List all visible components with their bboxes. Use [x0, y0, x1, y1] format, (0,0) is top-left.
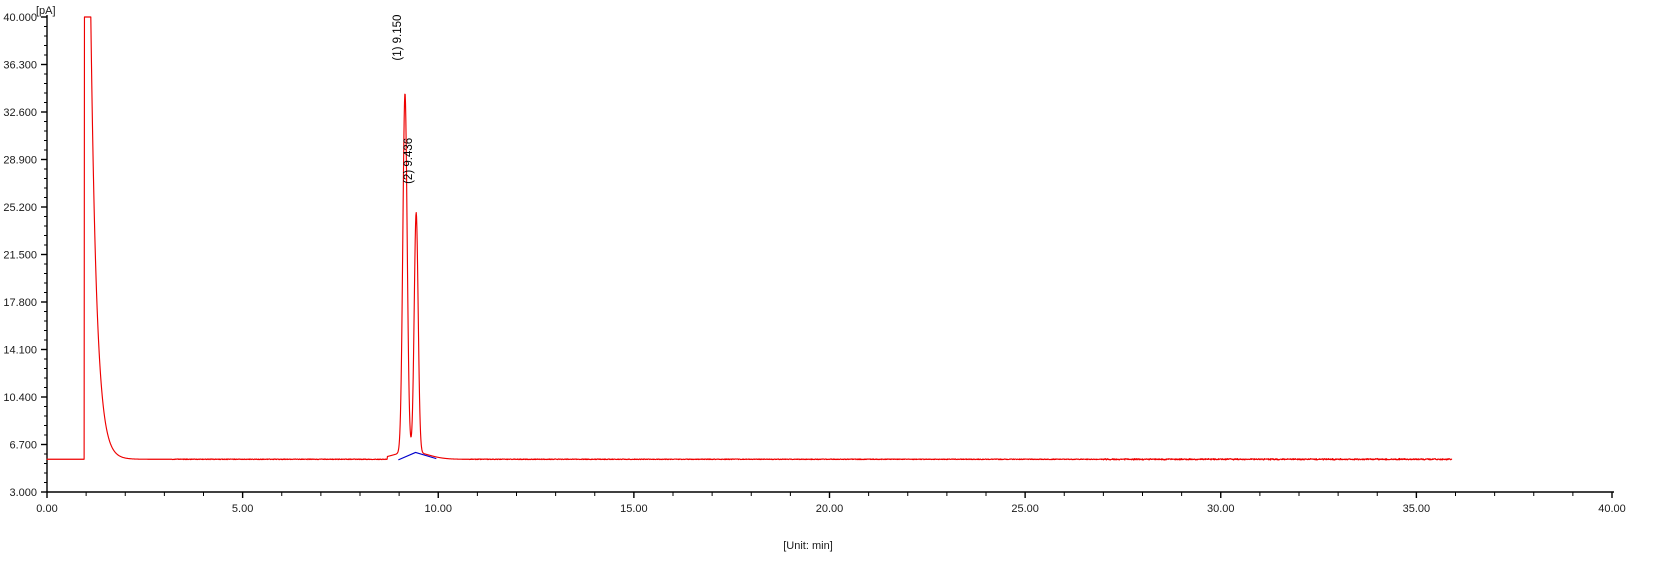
x-tick-label: 25.00 — [1011, 503, 1039, 515]
peak-1-label: (1) 9.150 — [392, 15, 404, 61]
y-axis-unit-label: [pA] — [36, 5, 56, 17]
x-axis-title: [Unit: min] — [783, 540, 833, 552]
x-tick-label: 20.00 — [816, 503, 844, 515]
y-tick-label: 28.900 — [3, 155, 37, 167]
trace-group — [46, 16, 1453, 461]
y-axis-tick-labels: 40.000 36.300 32.600 28.900 25.200 21.500 17.8… — [3, 12, 37, 499]
x-tick-label: 0.00 — [36, 503, 57, 515]
signal-trace[interactable] — [46, 16, 1453, 461]
y-tick-label: 14.100 — [3, 345, 37, 357]
y-tick-label: 32.600 — [3, 107, 37, 119]
x-tick-label: 30.00 — [1207, 503, 1235, 515]
y-axis-ticks — [41, 16, 47, 493]
x-axis-ticks — [46, 492, 1613, 498]
x-tick-label: 10.00 — [424, 503, 452, 515]
x-axis-tick-labels: 0.00 5.00 10.00 15.00 20.00 25.00 30.00 35.00 40… — [36, 503, 1625, 515]
peak-annotations: (1) 9.150 (2) 9.436 — [392, 15, 415, 184]
y-tick-label: 3.000 — [9, 487, 37, 499]
y-tick-label: 21.500 — [3, 250, 37, 262]
x-tick-label: 35.00 — [1403, 503, 1431, 515]
y-tick-label: 40.000 — [3, 12, 37, 24]
y-tick-label: 25.200 — [3, 202, 37, 214]
x-tick-label: 40.00 — [1598, 503, 1626, 515]
y-tick-label: 6.700 — [9, 440, 37, 452]
y-tick-label: 36.300 — [3, 60, 37, 72]
peak-2-label: (2) 9.436 — [403, 138, 415, 184]
y-axis-group: 40.000 36.300 32.600 28.900 25.200 21.500 17.8… — [3, 5, 55, 499]
x-axis-group: 0.00 5.00 10.00 15.00 20.00 25.00 30.00 35.00 40… — [36, 491, 1626, 552]
x-tick-label: 5.00 — [232, 503, 253, 515]
x-tick-label: 15.00 — [620, 503, 648, 515]
integration-baseline-trace — [398, 451, 437, 461]
y-tick-label: 10.400 — [3, 392, 37, 404]
y-tick-label: 17.800 — [3, 297, 37, 309]
